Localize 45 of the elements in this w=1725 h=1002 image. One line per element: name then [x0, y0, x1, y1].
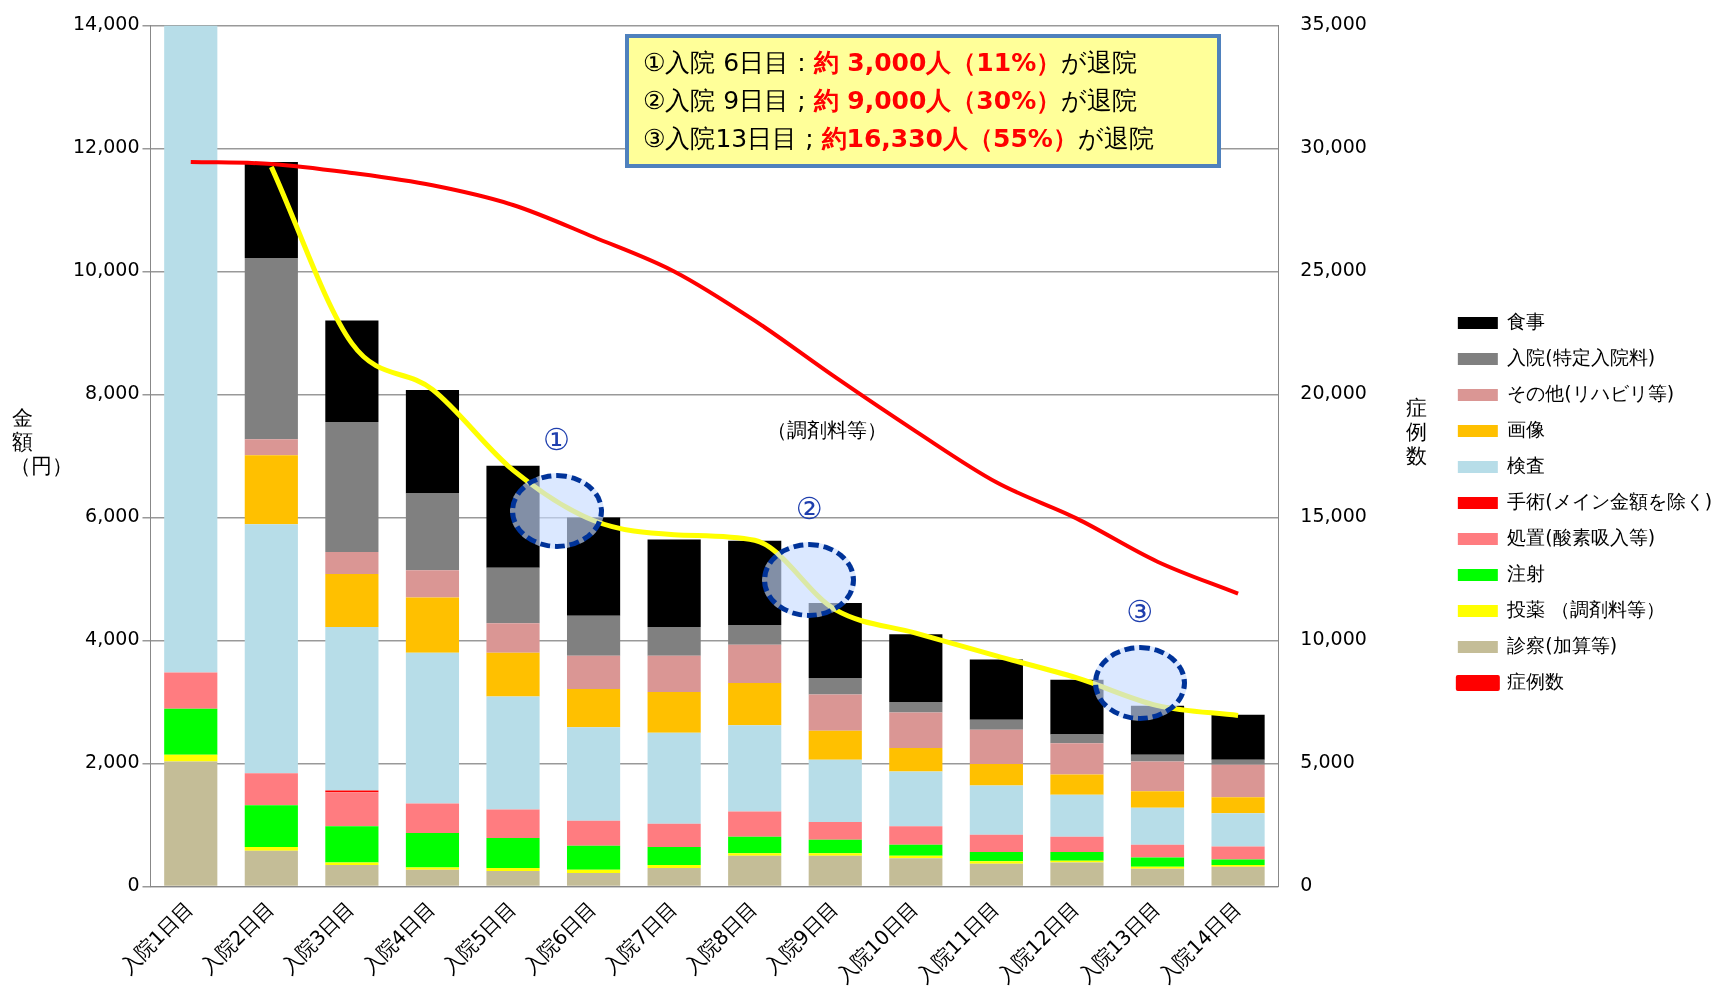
annotation: （調剤料等） [767, 416, 888, 444]
annotation: ③ [1126, 593, 1154, 629]
legend-label: 食事 [1507, 309, 1546, 332]
legend-label: 注射 [1507, 561, 1546, 584]
x-tick-label: 入院8日目 [679, 896, 762, 979]
y2-tick-label: 15,000 [1300, 504, 1367, 527]
y-tick-label: 10,000 [73, 258, 140, 281]
legend-label: 手術(メイン金額を除く) [1507, 489, 1713, 512]
y2-tick-label: 10,000 [1300, 627, 1367, 650]
x-tick-label: 入院2日目 [196, 896, 279, 979]
x-tick-label: 入院3日目 [276, 896, 360, 979]
y-tick-label: 12,000 [73, 135, 140, 158]
y-tick-label: 6,000 [85, 504, 140, 527]
y-tick-label: 0 [127, 873, 140, 896]
legend-label: 検査 [1507, 453, 1546, 476]
x-tick-label: 入院5日目 [437, 896, 521, 979]
legend-label: 画像 [1507, 417, 1546, 440]
legend-label: 入院(特定入院料) [1507, 345, 1656, 368]
annotation: ① [543, 421, 570, 457]
annotation: ② [795, 490, 823, 526]
legend-label: 症例数 [1507, 669, 1565, 692]
y-tick-label: 4,000 [85, 627, 140, 650]
legend-label: 診察(加算等) [1507, 633, 1618, 656]
y-tick-label: 14,000 [73, 12, 140, 35]
y2-tick-label: 35,000 [1300, 12, 1367, 35]
legend-label: 処置(酸素吸入等) [1507, 525, 1656, 548]
annotation: ③入院13日目 ; 約16,330人（55%）が退院 [643, 124, 1154, 153]
y2-axis-title: 症例数 [1405, 395, 1429, 468]
y2-tick-label: 30,000 [1300, 135, 1367, 158]
x-tick-label: 入院6日目 [518, 896, 601, 979]
y-axis-title: 金額（円） [10, 405, 73, 478]
y2-tick-label: 5,000 [1300, 750, 1355, 773]
annotation: ①入院 6日目 : 約 3,000人（11%）が退院 [643, 48, 1138, 77]
y2-tick-label: 20,000 [1300, 381, 1367, 404]
note-box: ①入院 6日目 : 約 3,000人（11%）が退院 ②入院 9日目 ; 約 9,000人（30%）が退院 ③入院13日目 ; 約16,330人（55%）が退院 [625, 34, 1221, 168]
annotation: ②入院 9日目 ; 約 9,000人（30%）が退院 [643, 86, 1138, 115]
x-tick-label: 入院7日目 [598, 896, 682, 979]
legend-label: その他(リハビリ等) [1507, 381, 1675, 404]
y2-tick-label: 0 [1300, 873, 1313, 896]
y2-tick-label: 25,000 [1300, 258, 1367, 281]
x-tick-label: 入院4日目 [357, 896, 440, 979]
y-tick-label: 2,000 [85, 750, 140, 773]
x-tick-label: 入院1日目 [115, 896, 198, 979]
legend-label: 投薬 （調剤料等） [1506, 597, 1666, 620]
y-tick-label: 8,000 [85, 381, 140, 404]
